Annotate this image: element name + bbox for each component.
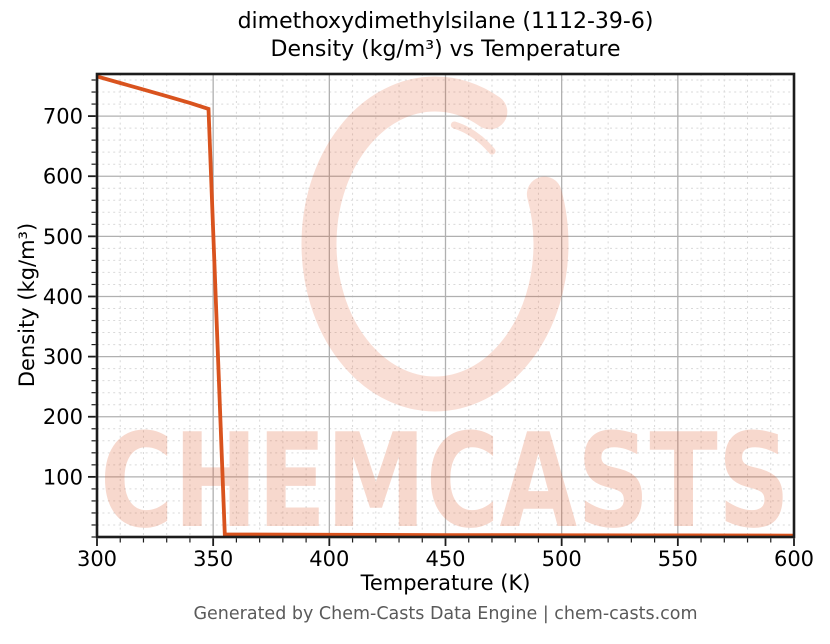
chart-title-line1: dimethoxydimethylsilane (1112-39-6) [237,9,654,34]
watermark-ring-icon [301,76,569,412]
x-tick-label: 300 [77,547,117,571]
y-tick-label: 600 [43,165,83,189]
x-tick-label: 450 [425,547,465,571]
x-tick-label: 350 [193,547,233,571]
y-tick-label: 300 [43,345,83,369]
x-tick-label: 400 [309,547,349,571]
density-series-line [96,74,795,538]
y-tick-label: 400 [43,285,83,309]
chart-title: dimethoxydimethylsilane (1112-39-6) Dens… [97,8,794,64]
y-tick-label: 500 [43,225,83,249]
footer-credit: Generated by Chem-Casts Data Engine | ch… [193,604,698,624]
plot-border [95,72,796,539]
chart-title-line2: Density (kg/m³) vs Temperature [270,37,621,62]
x-axis-label: Temperature (K) [360,571,531,595]
watermark: CHEMCASTS [100,76,790,557]
y-tick-label: 100 [43,465,83,489]
watermark-text: CHEMCASTS [100,405,790,557]
x-tick-label: 600 [774,547,814,571]
x-tick-label: 500 [542,547,582,571]
x-tick-label: 550 [658,547,698,571]
y-tick-label: 700 [43,105,83,129]
watermark-ring-flick-icon [343,118,527,370]
y-axis-label: Density (kg/m³) [15,222,39,388]
y-tick-label: 200 [43,405,83,429]
